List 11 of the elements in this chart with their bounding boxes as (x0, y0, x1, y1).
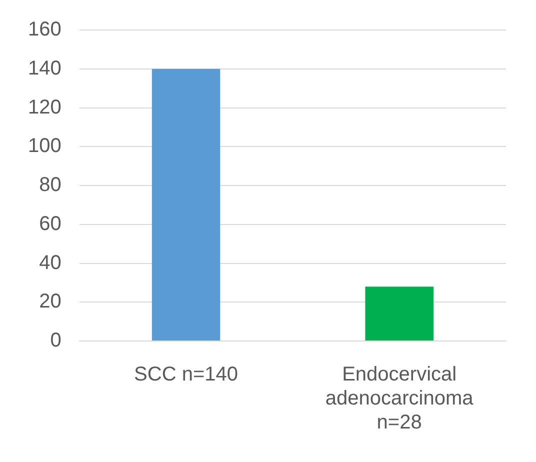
y-tick-label: 0 (50, 330, 62, 352)
x-tick-label: SCC n=140 (134, 364, 238, 386)
y-tick-label: 20 (39, 290, 62, 313)
y-tick-label: 120 (28, 96, 62, 118)
y-tick-label: 160 (28, 18, 62, 41)
x-tick-label: Endocervical adenocarcinoma n=28 (325, 364, 474, 434)
y-tick-label: 60 (39, 212, 62, 235)
y-tick-label: 80 (39, 174, 62, 196)
y-tick-label: 140 (28, 57, 62, 80)
y-tick-label: 40 (39, 252, 62, 274)
y-tick-label: 100 (28, 135, 62, 158)
